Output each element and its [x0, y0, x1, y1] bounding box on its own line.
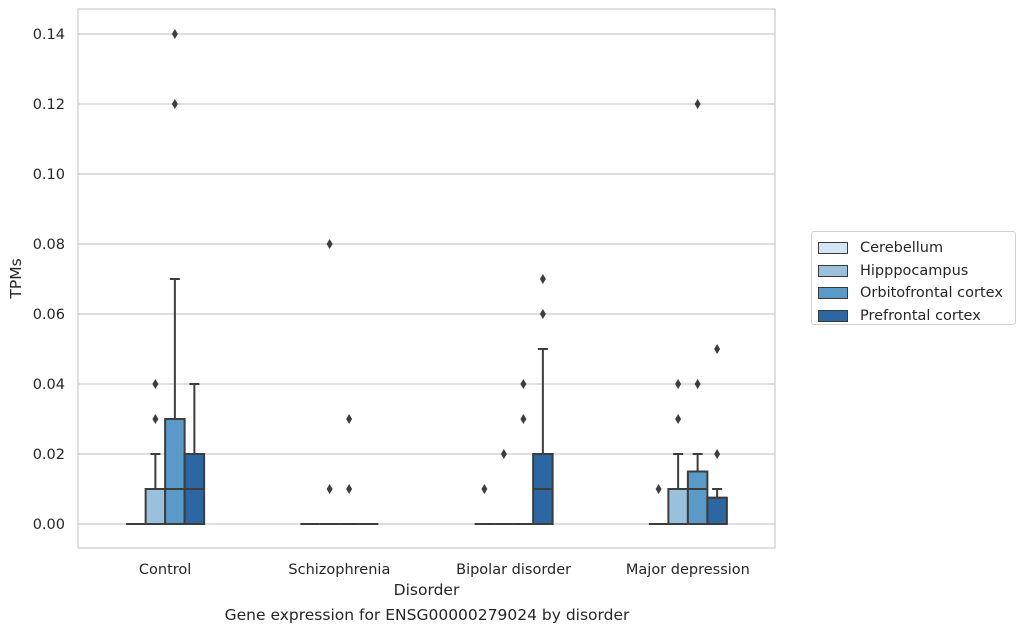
y-axis-label: TPMs [7, 258, 25, 299]
outlier-point [152, 379, 159, 389]
box-body [144, 488, 167, 525]
legend-label-prefrontal-cortex: Prefrontal cortex [860, 307, 981, 324]
box-marks [126, 29, 728, 525]
outlier-point [694, 99, 701, 109]
y-tick-label: 0.02 [33, 447, 65, 463]
box-cerebellum-major-depression [648, 484, 669, 525]
plot-frame [77, 8, 776, 549]
outlier-point [714, 344, 721, 354]
legend-item-orbitofrontal-cortex: Orbitofrontal cortex [818, 282, 1015, 305]
box-orbitofrontal-cortex-bipolar-disorder [513, 379, 534, 525]
outlier-point [675, 414, 682, 424]
legend-swatch-hippocampus [818, 264, 848, 277]
legend-label-hippocampus: Hipppocampus [860, 262, 969, 279]
legend-label-cerebellum: Cerebellum [860, 240, 944, 257]
outlier-point [171, 29, 178, 39]
legend-item-hippocampus: Hipppocampus [818, 260, 1015, 283]
chart-caption: Gene expression for ENSG00000279024 by d… [224, 606, 630, 624]
y-tick-labels: 0.00 0.02 0.04 0.06 0.08 0.10 0.12 0.14 [33, 27, 65, 533]
box-body [164, 418, 186, 525]
x-tick-label: Schizophrenia [288, 562, 390, 578]
outlier-point [171, 99, 178, 109]
outlier-point [539, 309, 546, 319]
outlier-point [346, 484, 353, 494]
legend-label-orbitofrontal-cortex: Orbitofrontal cortex [860, 285, 1003, 302]
x-tick-label: Control [139, 562, 191, 578]
outlier-point [500, 449, 507, 459]
box-hipppocampus-schizophrenia [319, 239, 340, 525]
legend: Cerebellum Hipppocampus Orbitofrontal co… [811, 231, 1016, 325]
box-prefrontal-cortex-major-depression [706, 344, 728, 525]
box-body [667, 488, 689, 525]
y-tick-label: 0.00 [33, 517, 65, 533]
legend-item-prefrontal-cortex: Prefrontal cortex [818, 305, 1015, 328]
x-tick-labels: Control Schizophrenia Bipolar disorder Majo… [139, 562, 750, 578]
legend-swatch-prefrontal-cortex [818, 309, 848, 322]
outlier-point [152, 414, 159, 424]
outlier-point [326, 484, 333, 494]
box-body [686, 470, 709, 525]
box-prefrontal-cortex-bipolar-disorder [532, 274, 554, 525]
box-hipppocampus-bipolar-disorder [494, 449, 514, 525]
y-tick-label: 0.08 [33, 237, 65, 253]
y-tick-label: 0.10 [33, 167, 65, 183]
outlier-point [326, 239, 333, 249]
box-hipppocampus-major-depression [667, 379, 689, 525]
x-tick-label: Bipolar disorder [456, 562, 571, 578]
outlier-point [539, 274, 546, 284]
box-prefrontal-cortex-control [183, 383, 206, 525]
outlier-point [675, 379, 682, 389]
box-orbitofrontal-cortex-schizophrenia [339, 414, 359, 525]
box-cerebellum-bipolar-disorder [474, 484, 495, 525]
box-orbitofrontal-cortex-control [164, 29, 186, 525]
y-tick-label: 0.12 [33, 97, 65, 113]
outlier-point [346, 414, 353, 424]
box-orbitofrontal-cortex-major-depression [686, 99, 709, 525]
outlier-point [520, 414, 527, 424]
outlier-point [520, 379, 527, 389]
x-axis-label: Disorder [394, 581, 460, 599]
box-hipppocampus-control [144, 379, 167, 525]
x-tick-label: Major depression [626, 562, 750, 578]
y-tick-label: 0.14 [33, 27, 65, 43]
outlier-point [655, 484, 662, 494]
legend-swatch-orbitofrontal-cortex [818, 287, 848, 300]
outlier-point [714, 449, 721, 459]
outlier-point [694, 379, 701, 389]
legend-swatch-cerebellum [818, 242, 848, 255]
legend-item-cerebellum: Cerebellum [818, 237, 1015, 260]
y-tick-label: 0.06 [33, 307, 65, 323]
box-body [706, 496, 728, 525]
y-tick-label: 0.04 [33, 377, 65, 393]
outlier-point [481, 484, 488, 494]
